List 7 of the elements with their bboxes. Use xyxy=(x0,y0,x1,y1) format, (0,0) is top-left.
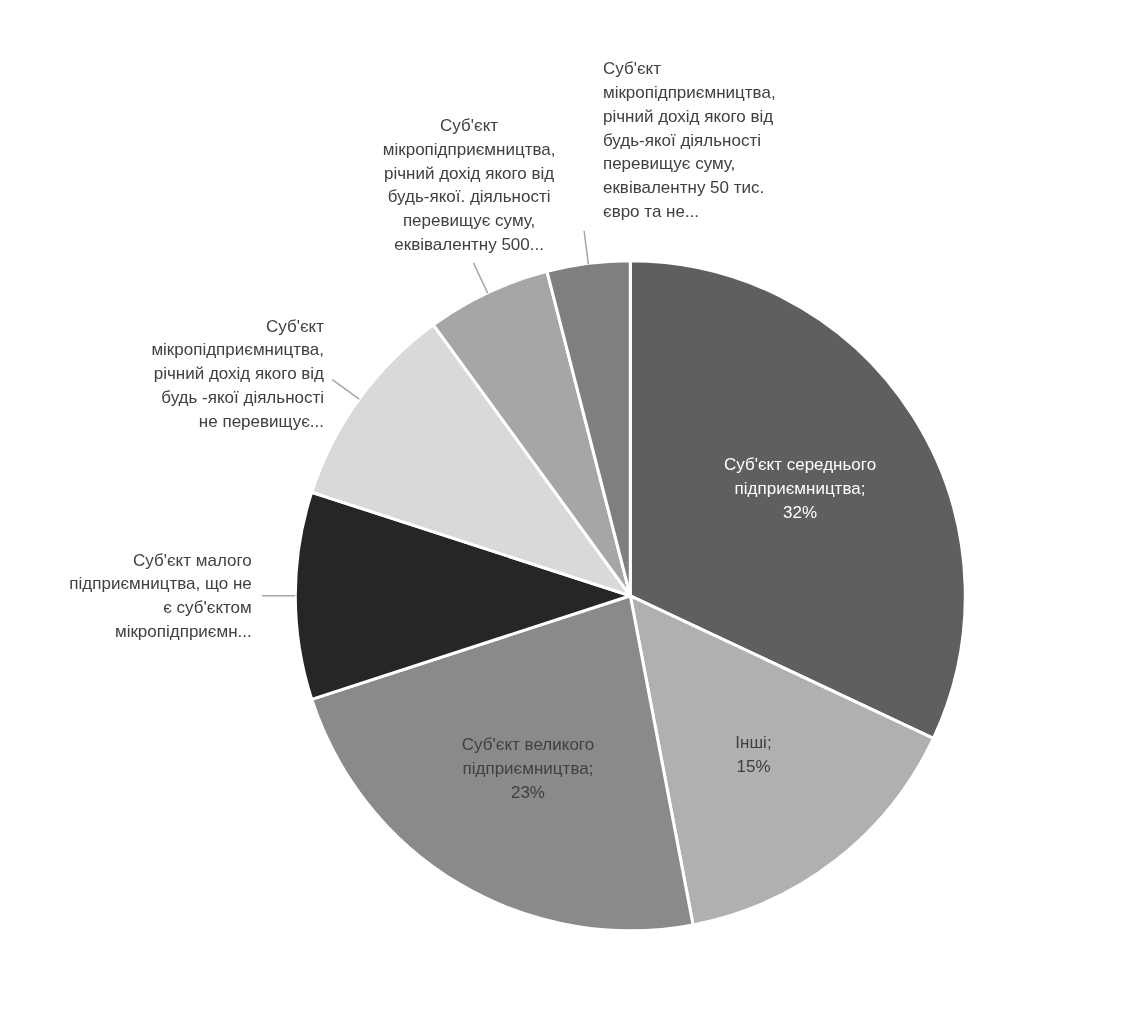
slice-label: Суб'єкт мікропідприємництва, річний дохід якого від будь-якої діяльності перевищує суму, еквівалентну 50 тис. євро та не... xyxy=(602,59,776,221)
slice-label: Суб'єкт великого підприємництва; 23% xyxy=(461,735,595,802)
slice-label: Суб'єкт малого підприємництва, що не є суб'єктом мікропідприємн... xyxy=(69,550,252,641)
slice-label: Суб'єкт мікропідприємництва, річний дохід якого від будь-якої. діяльності перевищує суму, еквівалентну 500... xyxy=(382,116,556,254)
slice-label: Інші; 15% xyxy=(735,732,772,776)
slice-label: Суб'єкт середнього підприємництва; 32% xyxy=(723,455,877,522)
slice-label: Суб'єкт мікропідприємництва, річний дохід якого від будь -якої діяльності не перевищує... xyxy=(151,316,325,431)
